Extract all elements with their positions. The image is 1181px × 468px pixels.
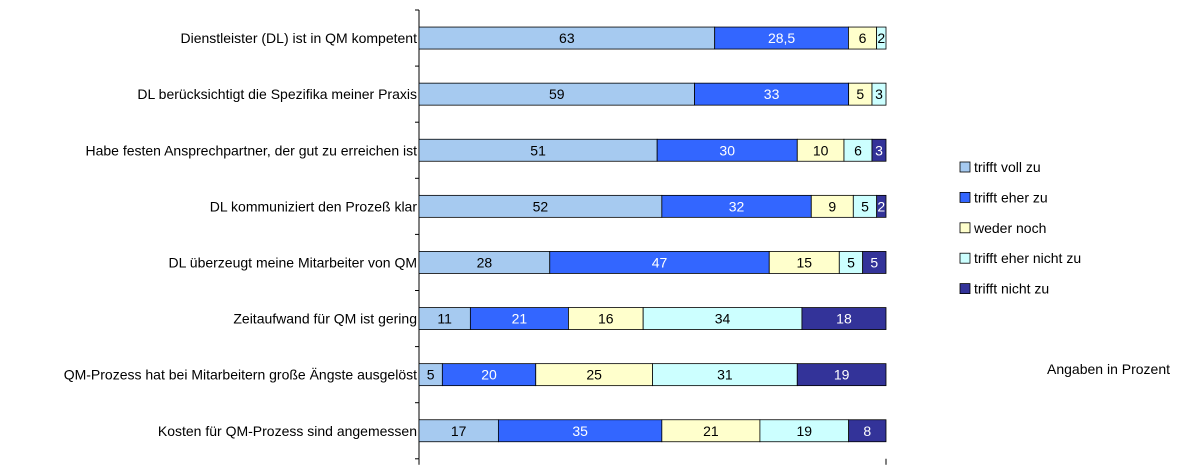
data-label: 2 [877,30,885,46]
category-label: QM-Prozess hat bei Mitarbeitern große Än… [64,367,417,383]
data-label: 47 [652,254,668,270]
data-label: 5 [427,367,435,383]
legend-label: weder noch [973,220,1046,236]
data-label: 6 [859,30,867,46]
data-label: 28 [477,254,493,270]
category-label: Zeitaufwand für QM ist gering [233,311,417,327]
category-label: Habe festen Ansprechpartner, der gut zu … [85,142,417,158]
legend-swatch [959,191,971,203]
bar-row: 59 33 5 3 [418,82,887,106]
data-label: 3 [875,142,883,158]
data-label: 35 [572,423,588,439]
legend-swatch [959,252,971,264]
legend-swatch [959,161,971,173]
legend-label: trifft nicht zu [974,281,1049,297]
data-label: 11 [437,311,452,327]
data-label: 5 [861,198,869,214]
bar-segment [848,419,887,443]
bar-row: 28 47 15 5 5 [418,251,887,274]
bar-segment [871,138,887,162]
category-label: DL kommuniziert den Prozeß klar [210,198,418,214]
data-label: 5 [847,254,855,270]
legend: trifft voll zu trifft eher zu weder noch tr… [959,159,1081,297]
category-label: Dienstleister (DL) ist in QM kompetent [180,30,417,46]
bar-row: 52 32 9 5 2 [418,194,887,218]
bar-segment [796,363,887,387]
data-label: 31 [717,367,733,383]
legend-label: trifft eher zu [974,189,1048,205]
data-label: 59 [549,86,565,102]
bar-row: 11 21 16 34 18 [418,307,887,330]
bar-row: 63 28,5 6 2 [418,26,887,50]
data-label: 16 [598,311,614,327]
data-label: 5 [870,254,878,270]
data-label: 21 [512,311,528,327]
legend-swatch [959,222,971,234]
data-label: 20 [481,367,497,383]
data-label: 32 [729,198,745,214]
category-labels: Dienstleister (DL) ist in QM kompetent DL… [64,30,418,439]
legend-label: trifft voll zu [974,159,1041,175]
bar-segment [801,307,887,330]
bar-segment [876,194,887,218]
data-label: 33 [764,86,780,102]
data-label: 21 [703,423,719,439]
plot-area: 63 28,5 6 259 33 5 351 30 10 6 352 32 9 5 228 47 15 5 511 2… [418,26,887,443]
bar-segment [862,251,887,274]
bar-row: 51 30 10 6 3 [418,138,887,162]
category-label: DL berücksichtigt die Spezifika meiner P… [137,86,417,102]
category-axis [415,9,887,465]
unit-note: Angaben in Prozent [1047,361,1170,377]
bar-row: 5 20 25 31 19 [418,363,887,387]
bar-segment [871,82,887,106]
data-label: 2 [877,198,885,214]
data-label: 34 [715,311,731,327]
data-label: 51 [530,142,546,158]
data-label: 30 [719,142,735,158]
data-label: 19 [834,367,850,383]
data-label: 25 [586,367,602,383]
legend-swatch [959,283,971,295]
data-label: 8 [863,423,871,439]
data-label: 5 [856,86,864,102]
data-label: 6 [854,142,862,158]
data-label: 10 [813,142,829,158]
category-label: DL überzeugt meine Mitarbeiter von QM [169,254,417,270]
data-label: 17 [451,423,467,439]
data-label: 15 [796,254,812,270]
data-label: 19 [796,423,812,439]
legend-label: trifft eher nicht zu [974,250,1081,266]
data-label: 28,5 [768,30,795,46]
data-label: 63 [559,30,575,46]
category-label: Kosten für QM-Prozess sind angemessen [158,423,417,439]
data-label: 9 [828,198,836,214]
data-label: 52 [533,198,549,214]
data-label: 3 [875,86,883,102]
data-label: 18 [836,311,852,327]
bar-segment [876,26,887,50]
bar-row: 17 35 21 19 8 [418,419,887,443]
